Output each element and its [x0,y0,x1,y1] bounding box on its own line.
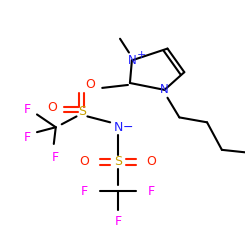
Text: N: N [113,121,123,134]
Text: F: F [81,185,88,198]
Text: F: F [148,185,155,198]
Text: F: F [114,215,122,228]
Text: O: O [79,155,89,168]
Text: −: − [123,121,133,134]
Text: O: O [47,101,57,114]
Text: O: O [85,79,95,91]
Text: S: S [114,155,122,168]
Text: N: N [160,83,169,96]
Text: S: S [78,105,86,118]
Text: O: O [147,155,157,168]
Text: F: F [24,103,31,116]
Text: N: N [127,54,136,67]
Text: +: + [137,50,146,61]
Text: F: F [52,151,59,164]
Text: F: F [24,131,31,143]
